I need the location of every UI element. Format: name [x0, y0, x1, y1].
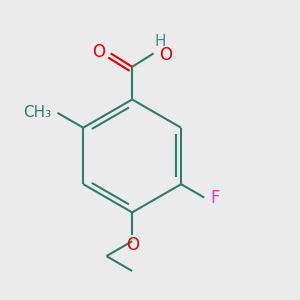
- Text: O: O: [159, 46, 172, 64]
- Text: F: F: [211, 189, 220, 207]
- Text: CH₃: CH₃: [23, 105, 51, 120]
- Text: O: O: [92, 43, 105, 61]
- Text: O: O: [126, 236, 139, 253]
- Text: H: H: [154, 34, 166, 49]
